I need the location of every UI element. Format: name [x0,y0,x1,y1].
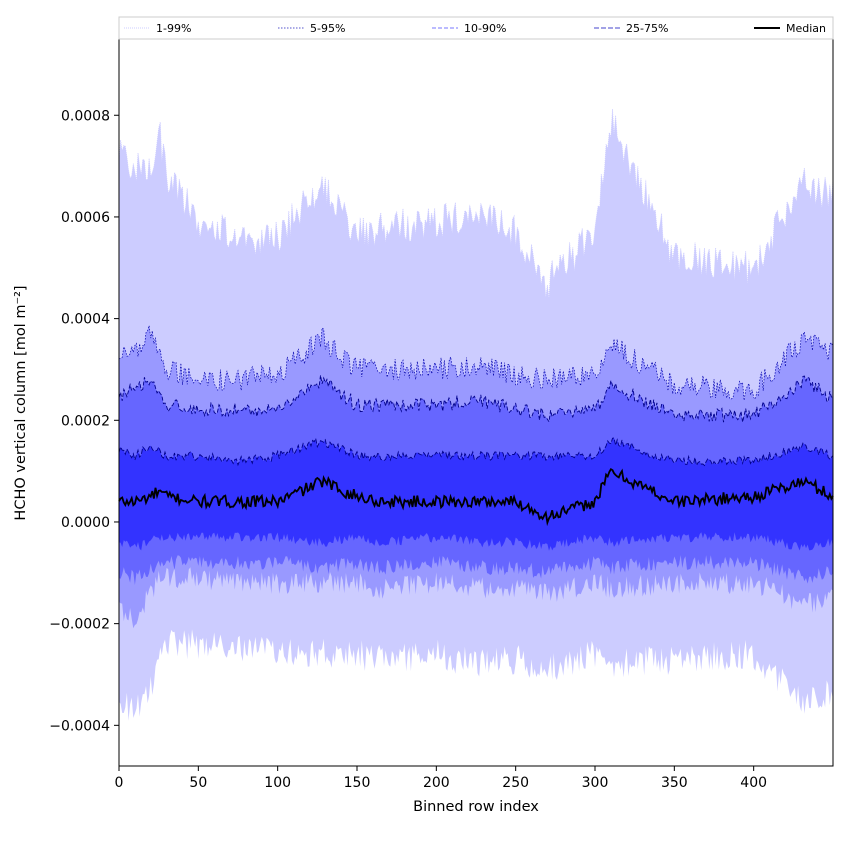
legend-label: 10-90% [464,22,506,35]
x-tick-label: 400 [740,775,767,791]
x-tick-label: 300 [582,775,609,791]
x-tick-label: 0 [115,775,124,791]
x-axis: 0 50 100 150 200 250 300 350 400 [115,766,767,791]
x-tick-label: 150 [344,775,371,791]
y-tick-label: 0.0006 [61,210,110,226]
y-tick-label: −0.0004 [49,718,110,734]
x-tick-label: 250 [502,775,529,791]
band-upper-line-1-99 [118,108,834,299]
x-tick-label: 200 [423,775,450,791]
legend: 1-99% 5-95% 10-90% 25-75% Median [118,16,834,40]
y-tick-label: 0.0000 [61,515,110,531]
y-tick-label: 0.0002 [61,413,110,429]
line-layer [118,108,834,527]
y-axis-label: HCHO vertical column [mol m⁻²] [13,285,29,520]
x-tick-label: 100 [264,775,291,791]
band-upper-line-10-90 [118,375,834,423]
x-tick-label: 50 [189,775,207,791]
legend-label: 5-95% [310,22,345,35]
legend-label: Median [786,22,826,35]
y-axis: −0.0004 −0.0002 0.0000 0.0002 0.0004 0.0006 0.… [49,108,119,734]
x-tick-label: 350 [661,775,688,791]
band-upper-line-25-75 [118,437,834,467]
band-upper-line-5-95 [118,325,834,401]
band-25-75 [119,437,833,551]
band-layer [119,109,833,721]
x-axis-label: Binned row index [413,799,539,815]
legend-box [118,16,834,40]
y-tick-label: −0.0002 [49,617,110,633]
legend-label: 1-99% [156,22,191,35]
legend-label: 25-75% [626,22,668,35]
y-tick-label: 0.0008 [61,108,110,124]
y-tick-label: 0.0004 [61,312,110,328]
median-line [118,467,834,527]
